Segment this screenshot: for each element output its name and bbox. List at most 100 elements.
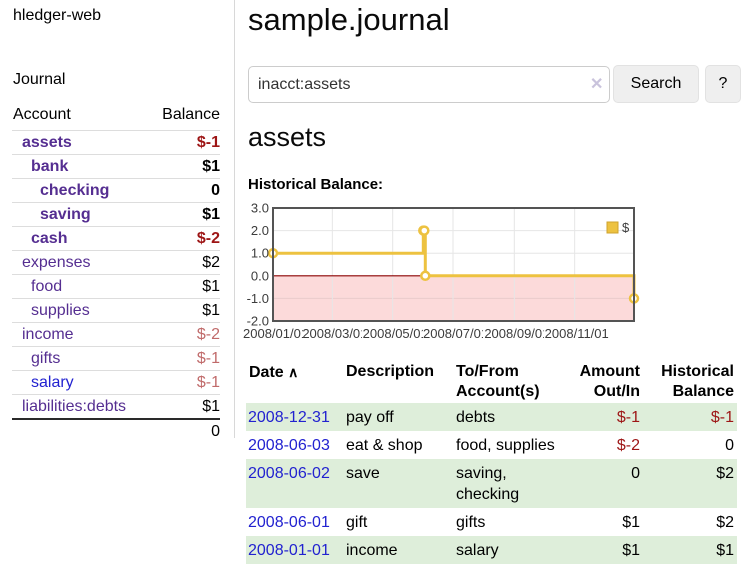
sidebar-account-row: expenses $2 xyxy=(12,250,220,274)
transaction-date-link[interactable]: 2008-06-01 xyxy=(248,514,330,531)
clear-search-icon[interactable]: ✕ xyxy=(590,74,603,94)
sidebar-account-balance: $2 xyxy=(202,253,220,272)
app-title-link[interactable]: hledger-web xyxy=(13,7,101,25)
transaction-amount: $1 xyxy=(563,536,643,564)
y-tick-label: 0.0 xyxy=(251,268,269,283)
x-tick-label: 2008/11/01 xyxy=(545,326,613,342)
sidebar-account-link[interactable]: saving xyxy=(12,205,91,224)
transaction-row: 2008-12-31 pay off debts $-1 $-1 xyxy=(246,403,737,431)
transaction-accounts: food, supplies xyxy=(453,431,563,459)
sidebar-account-link[interactable]: cash xyxy=(12,229,67,248)
sidebar-account-link[interactable]: income xyxy=(12,325,74,344)
sidebar-account-row: cash $-2 xyxy=(12,226,220,250)
transaction-row: 2008-01-01 income salary $1 $1 xyxy=(246,536,737,564)
accounts-table: Account Balance assets $-1 bank $1 check… xyxy=(12,104,220,443)
accounts-header-balance: Balance xyxy=(162,106,220,124)
transaction-date-link[interactable]: 2008-06-03 xyxy=(248,437,330,454)
header-balance: Historical Balance xyxy=(643,362,737,402)
transaction-description: pay off xyxy=(343,403,453,431)
sidebar-account-row: income $-2 xyxy=(12,322,220,346)
sidebar-account-row: saving $1 xyxy=(12,202,220,226)
sidebar-account-link[interactable]: checking xyxy=(12,181,109,200)
transaction-balance: 0 xyxy=(643,431,737,459)
page-title: sample.journal xyxy=(248,2,450,38)
transaction-description: save xyxy=(343,459,453,508)
account-heading: assets xyxy=(248,122,326,153)
transaction-description: gift xyxy=(343,508,453,536)
sidebar: hledger-web Journal Account Balance asse… xyxy=(0,0,235,438)
transaction-balance: $1 xyxy=(643,536,737,564)
legend-swatch xyxy=(607,222,618,233)
sidebar-account-row: gifts $-1 xyxy=(12,346,220,370)
transaction-balance: $2 xyxy=(643,459,737,508)
x-tick-label: 2008/07/01 xyxy=(423,326,483,342)
transaction-row: 2008-06-03 eat & shop food, supplies $-2… xyxy=(246,431,737,459)
transaction-accounts: gifts xyxy=(453,508,563,536)
y-tick-label: 2.0 xyxy=(251,223,269,238)
header-amount: Amount Out/In xyxy=(563,362,643,402)
sidebar-account-link[interactable]: assets xyxy=(12,133,72,152)
sidebar-account-balance: $-2 xyxy=(197,229,220,248)
sidebar-account-link[interactable]: food xyxy=(12,277,62,296)
sidebar-account-row: liabilities:debts $1 xyxy=(12,394,220,418)
x-tick-label: 2008/09/01 xyxy=(484,326,544,342)
x-tick-label: 2008/03/01 xyxy=(302,326,362,342)
transaction-date-link[interactable]: 2008-06-02 xyxy=(248,465,330,482)
help-button[interactable]: ? xyxy=(705,65,741,103)
sidebar-account-balance: $1 xyxy=(202,301,220,320)
transaction-description: eat & shop xyxy=(343,431,453,459)
data-point-marker xyxy=(420,227,428,235)
search-input[interactable] xyxy=(248,66,610,103)
transactions-body: 2008-12-31 pay off debts $-1 $-1 2008-06… xyxy=(246,403,737,564)
sidebar-account-link[interactable]: liabilities:debts xyxy=(12,397,126,416)
main-content: sample.journal ✕ Search ? assets Histori… xyxy=(246,0,742,582)
sidebar-account-row: bank $1 xyxy=(12,154,220,178)
sidebar-account-row: assets $-1 xyxy=(12,130,220,154)
sidebar-account-balance: $1 xyxy=(202,157,220,176)
search-button[interactable]: Search xyxy=(613,65,699,103)
transaction-accounts: salary xyxy=(453,536,563,564)
accounts-total: 0 xyxy=(12,418,220,443)
sidebar-account-balance: 0 xyxy=(211,181,220,200)
x-tick-label: 2008/05/01 xyxy=(363,326,423,342)
transaction-amount: $-2 xyxy=(563,431,643,459)
sidebar-account-link[interactable]: supplies xyxy=(12,301,90,320)
transaction-balance: $2 xyxy=(643,508,737,536)
sidebar-account-balance: $-1 xyxy=(197,349,220,368)
transaction-date-link[interactable]: 2008-12-31 xyxy=(248,409,330,426)
chart-title: Historical Balance: xyxy=(248,176,383,193)
sidebar-accounts-body: assets $-1 bank $1 checking 0 saving $1 … xyxy=(12,130,220,418)
transaction-accounts: saving, checking xyxy=(453,459,563,508)
legend-label: $ xyxy=(622,220,630,235)
transaction-amount: $1 xyxy=(563,508,643,536)
sidebar-account-link[interactable]: bank xyxy=(12,157,68,176)
y-tick-label: 1.0 xyxy=(251,246,269,261)
sidebar-account-row: food $1 xyxy=(12,274,220,298)
sidebar-account-link[interactable]: salary xyxy=(12,373,74,392)
sidebar-account-balance: $-1 xyxy=(197,133,220,152)
sidebar-item-journal[interactable]: Journal xyxy=(13,71,65,89)
sidebar-account-link[interactable]: gifts xyxy=(12,349,60,368)
transaction-date-link[interactable]: 2008-01-01 xyxy=(248,542,330,559)
transaction-row: 2008-06-02 save saving, checking 0 $2 xyxy=(246,459,737,508)
sort-ascending-icon: ∧ xyxy=(288,364,298,380)
sidebar-account-balance: $1 xyxy=(202,277,220,296)
transactions-header-row: Date ∧ Description To/From Account(s) Am… xyxy=(246,362,737,403)
accounts-table-header: Account Balance xyxy=(12,104,220,130)
y-tick-label: -1.0 xyxy=(247,291,269,306)
historical-balance-chart: $3.02.01.00.0-1.0-2.0 xyxy=(246,200,742,328)
sidebar-account-row: salary $-1 xyxy=(12,370,220,394)
transaction-accounts: debts xyxy=(453,403,563,431)
data-point-marker xyxy=(421,272,429,280)
sidebar-account-balance: $-2 xyxy=(197,325,220,344)
transaction-row: 2008-06-01 gift gifts $1 $2 xyxy=(246,508,737,536)
header-date[interactable]: Date ∧ xyxy=(246,362,343,402)
transaction-amount: $-1 xyxy=(563,403,643,431)
sidebar-account-link[interactable]: expenses xyxy=(12,253,91,272)
accounts-header-account: Account xyxy=(13,106,71,124)
x-tick-label: 2008/01/01 xyxy=(243,326,303,342)
header-description: Description xyxy=(343,362,453,402)
header-accounts: To/From Account(s) xyxy=(453,362,563,402)
sidebar-account-row: checking 0 xyxy=(12,178,220,202)
sidebar-account-balance: $1 xyxy=(202,397,220,416)
